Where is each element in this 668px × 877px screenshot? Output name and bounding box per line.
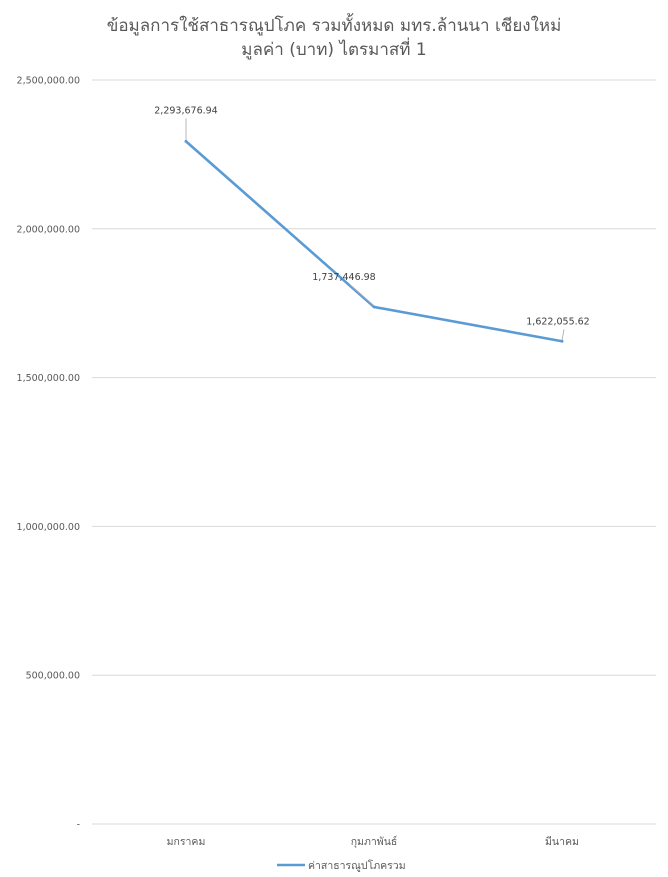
data-label: 1,622,055.62: [526, 316, 589, 327]
data-label: 2,293,676.94: [154, 105, 217, 116]
y-tick-label: 1,000,000.00: [17, 522, 80, 533]
y-tick-label: 1,500,000.00: [17, 373, 80, 384]
data-label: 1,737,446.98: [312, 272, 375, 283]
legend-label: ค่าสาธารณูปโภครวม: [308, 859, 406, 872]
chart-title-line-1: ข้อมูลการใช้สาธารณูปโภค รวมทั้งหมด มทร.ล…: [106, 16, 562, 36]
chart-title-line-2: มูลค่า (บาท) ไตรมาสที่ 1: [241, 40, 427, 60]
chart-title: ข้อมูลการใช้สาธารณูปโภค รวมทั้งหมด มทร.ล…: [0, 14, 668, 62]
y-tick-label: -: [77, 820, 80, 831]
x-tick-label: มีนาคม: [545, 835, 579, 848]
x-tick-label: มกราคม: [167, 836, 206, 848]
y-tick-label: 500,000.00: [26, 671, 80, 682]
x-tick-label: กุมภาพันธ์: [351, 835, 398, 848]
data-label-leader: [349, 284, 375, 307]
series-line: [184, 140, 564, 343]
data-point: [184, 139, 188, 143]
y-tick-label: 2,500,000.00: [17, 76, 80, 87]
data-point: [560, 339, 564, 343]
data-point: [372, 305, 376, 309]
data-label-leader: [561, 329, 565, 341]
y-tick-label: 2,000,000.00: [17, 224, 80, 235]
